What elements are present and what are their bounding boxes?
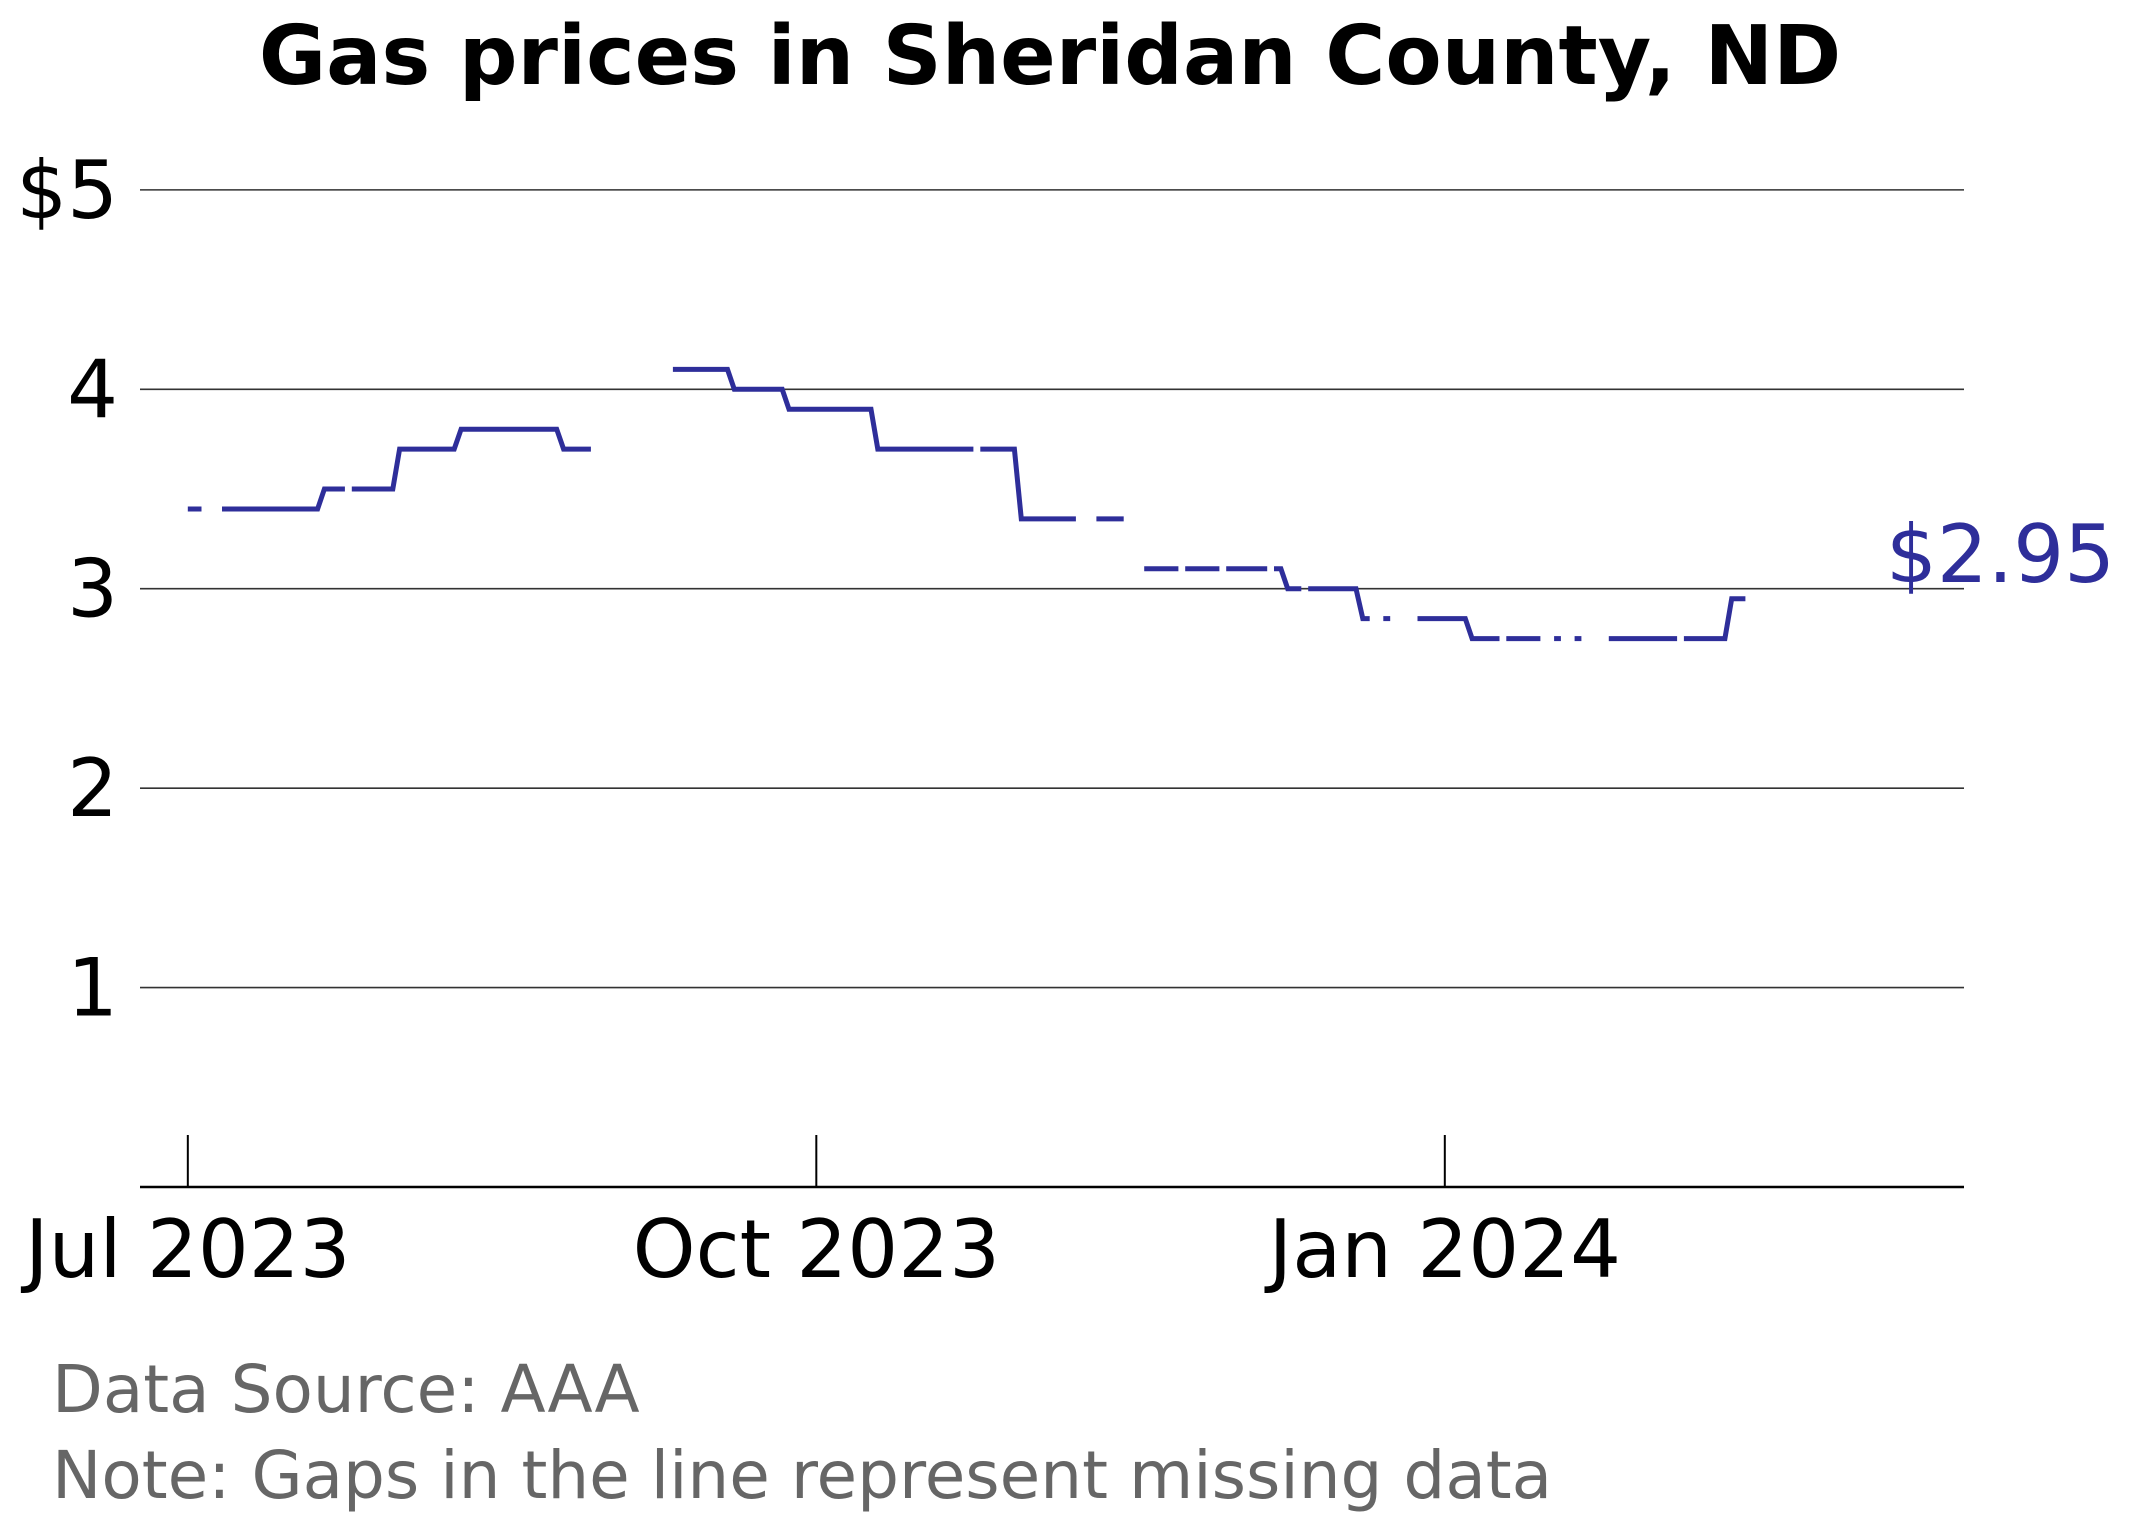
- x-tick-label: Oct 2023: [633, 1203, 1000, 1296]
- series-segment: [1274, 566, 1302, 592]
- y-axis-ticks: 1 2 3 4 $5: [16, 144, 118, 1035]
- note: Note: Gaps in the line represent missing…: [52, 1437, 1552, 1514]
- series-segment: [980, 446, 1076, 522]
- series-segment: [1683, 596, 1746, 642]
- y-tick-label: 4: [67, 343, 118, 436]
- series-segment: [1308, 586, 1370, 622]
- x-axis: Jul 2023 Oct 2023 Jan 2024: [20, 1135, 1964, 1296]
- end-value-label: $2.95: [1886, 508, 2115, 601]
- y-tick-label: $5: [16, 144, 118, 237]
- chart-title: Gas prices in Sheridan County, ND: [259, 9, 1841, 104]
- y-tick-label: 3: [67, 543, 118, 636]
- series-segment: [672, 366, 974, 452]
- series-segment: [222, 486, 345, 512]
- x-tick-label: Jul 2023: [20, 1203, 351, 1296]
- x-tick-label: Jan 2024: [1264, 1203, 1621, 1296]
- y-tick-label: 2: [67, 742, 118, 835]
- series-segment: [351, 426, 591, 492]
- series-segment: [1417, 616, 1500, 642]
- data-source: Data Source: AAA: [52, 1351, 640, 1428]
- y-tick-label: 1: [67, 942, 118, 1035]
- grid-lines: [140, 189, 1964, 989]
- price-series: [187, 366, 1746, 642]
